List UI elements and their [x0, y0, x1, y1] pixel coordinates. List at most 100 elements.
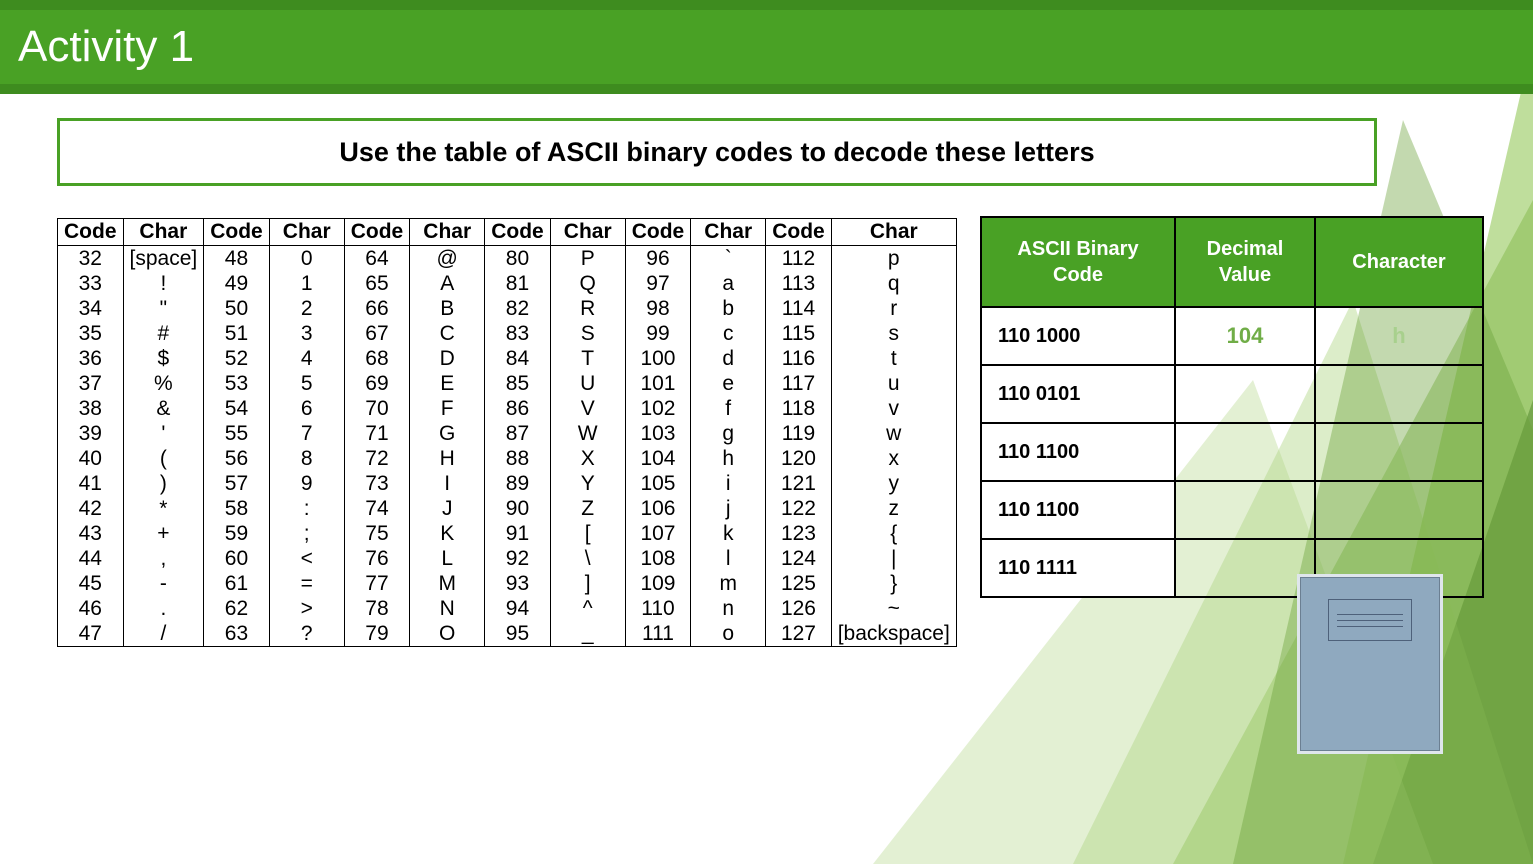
ascii-char-cell: c — [691, 321, 766, 346]
ascii-char-cell: ~ — [831, 596, 956, 621]
ascii-char-cell: _ — [550, 621, 625, 647]
ascii-code-cell: 71 — [344, 421, 410, 446]
ascii-char-cell: b — [691, 296, 766, 321]
ascii-header-cell: Code — [58, 219, 124, 246]
ascii-code-cell: 108 — [625, 546, 691, 571]
table-row: 44,60<76L92\108l124| — [58, 546, 957, 571]
ascii-code-cell: 101 — [625, 371, 691, 396]
ascii-char-cell: # — [123, 321, 204, 346]
ascii-code-cell: 52 — [204, 346, 270, 371]
ascii-code-cell: 65 — [344, 271, 410, 296]
answer-char-cell — [1315, 481, 1483, 539]
ascii-char-cell: = — [269, 571, 344, 596]
ascii-char-cell: r — [831, 296, 956, 321]
ascii-char-cell: n — [691, 596, 766, 621]
answer-row: 110 1100 — [981, 481, 1483, 539]
ascii-code-cell: 115 — [766, 321, 832, 346]
ascii-char-cell: 6 — [269, 396, 344, 421]
answer-char-cell: h — [1315, 307, 1483, 365]
ascii-char-cell: ' — [123, 421, 204, 446]
ascii-code-cell: 104 — [625, 446, 691, 471]
ascii-char-cell: F — [410, 396, 485, 421]
ascii-code-cell: 127 — [766, 621, 832, 647]
answer-header-decimal: DecimalValue — [1175, 217, 1315, 307]
table-row: 42*58:74J90Z106j122z — [58, 496, 957, 521]
notebook-label — [1328, 599, 1412, 641]
ascii-code-cell: 32 — [58, 246, 124, 272]
ascii-char-cell: I — [410, 471, 485, 496]
answer-binary-cell: 110 0101 — [981, 365, 1175, 423]
ascii-char-cell: N — [410, 596, 485, 621]
table-row: 33!49165A81Q97a113q — [58, 271, 957, 296]
answer-char-cell — [1315, 423, 1483, 481]
ascii-header-cell: Code — [625, 219, 691, 246]
ascii-code-cell: 75 — [344, 521, 410, 546]
ascii-code-cell: 69 — [344, 371, 410, 396]
ascii-char-cell: o — [691, 621, 766, 647]
table-row: 32[space]48064@80P96`112p — [58, 246, 957, 272]
ascii-code-cell: 49 — [204, 271, 270, 296]
ascii-code-cell: 58 — [204, 496, 270, 521]
answer-row: 110 0101 — [981, 365, 1483, 423]
ascii-char-cell: ; — [269, 521, 344, 546]
ascii-code-cell: 34 — [58, 296, 124, 321]
ascii-char-cell: G — [410, 421, 485, 446]
ascii-char-cell: q — [831, 271, 956, 296]
ascii-char-cell: ` — [691, 246, 766, 272]
ascii-code-cell: 111 — [625, 621, 691, 647]
answer-binary-cell: 110 1111 — [981, 539, 1175, 597]
ascii-char-cell: & — [123, 396, 204, 421]
ascii-code-cell: 95 — [485, 621, 551, 647]
ascii-code-cell: 110 — [625, 596, 691, 621]
ascii-code-cell: 119 — [766, 421, 832, 446]
ascii-char-cell: [backspace] — [831, 621, 956, 647]
ascii-char-cell: . — [123, 596, 204, 621]
ascii-code-cell: 87 — [485, 421, 551, 446]
ascii-char-cell: v — [831, 396, 956, 421]
ascii-code-cell: 74 — [344, 496, 410, 521]
ascii-code-cell: 57 — [204, 471, 270, 496]
table-row: 35#51367C83S99c115s — [58, 321, 957, 346]
table-row: 39'55771G87W103g119w — [58, 421, 957, 446]
ascii-char-cell: i — [691, 471, 766, 496]
ascii-code-cell: 107 — [625, 521, 691, 546]
ascii-code-cell: 60 — [204, 546, 270, 571]
ascii-code-cell: 92 — [485, 546, 551, 571]
instruction-text: Use the table of ASCII binary codes to d… — [339, 137, 1094, 168]
ascii-char-cell: ] — [550, 571, 625, 596]
ascii-char-cell: 2 — [269, 296, 344, 321]
answer-binary-cell: 110 1000 — [981, 307, 1175, 365]
ascii-char-cell: ) — [123, 471, 204, 496]
ascii-char-cell: k — [691, 521, 766, 546]
ascii-code-cell: 44 — [58, 546, 124, 571]
ascii-code-cell: 77 — [344, 571, 410, 596]
ascii-code-cell: 33 — [58, 271, 124, 296]
ascii-header-cell: Code — [766, 219, 832, 246]
ascii-code-cell: 45 — [58, 571, 124, 596]
ascii-header-cell: Char — [410, 219, 485, 246]
ascii-code-cell: 59 — [204, 521, 270, 546]
ascii-code-cell: 72 — [344, 446, 410, 471]
answer-decimal-cell — [1175, 481, 1315, 539]
ascii-char-cell: : — [269, 496, 344, 521]
ascii-code-cell: 70 — [344, 396, 410, 421]
ascii-code-cell: 63 — [204, 621, 270, 647]
answer-binary-cell: 110 1100 — [981, 481, 1175, 539]
ascii-code-cell: 88 — [485, 446, 551, 471]
ascii-code-cell: 97 — [625, 271, 691, 296]
ascii-char-cell: % — [123, 371, 204, 396]
ascii-char-cell: s — [831, 321, 956, 346]
table-row: 47/63?79O95_111o127[backspace] — [58, 621, 957, 647]
ascii-char-cell: 1 — [269, 271, 344, 296]
ascii-char-cell: [space] — [123, 246, 204, 272]
ascii-char-cell: { — [831, 521, 956, 546]
ascii-char-cell: y — [831, 471, 956, 496]
ascii-char-cell: M — [410, 571, 485, 596]
ascii-code-cell: 100 — [625, 346, 691, 371]
answer-header-binary: ASCII BinaryCode — [981, 217, 1175, 307]
ascii-code-cell: 35 — [58, 321, 124, 346]
ascii-code-cell: 67 — [344, 321, 410, 346]
table-row: 40(56872H88X104h120x — [58, 446, 957, 471]
ascii-code-cell: 36 — [58, 346, 124, 371]
title-bar: Activity 1 — [0, 0, 1533, 94]
